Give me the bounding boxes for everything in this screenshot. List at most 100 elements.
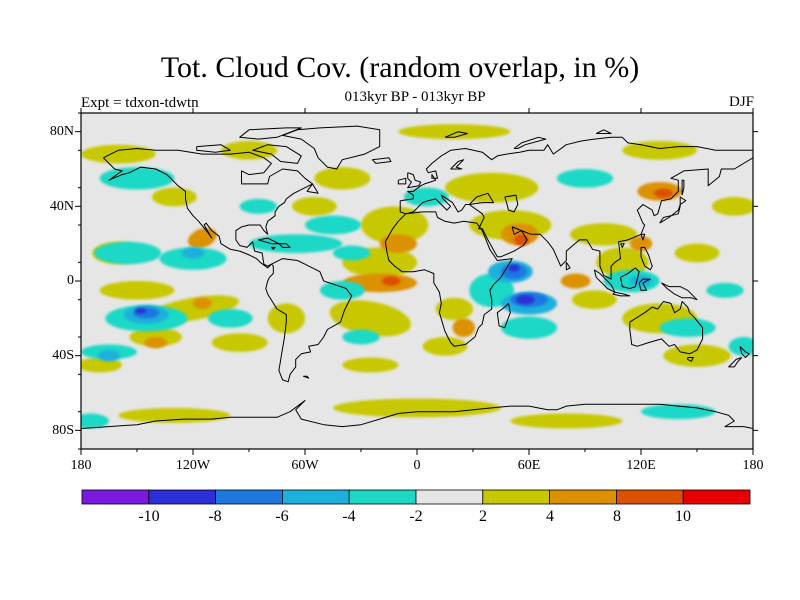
coastline xyxy=(81,400,753,429)
coastline xyxy=(306,183,319,194)
anomaly-contour xyxy=(99,167,175,190)
anomaly-contour xyxy=(435,297,474,321)
coastline xyxy=(504,194,519,213)
x-tick-label: 180 xyxy=(70,458,92,473)
coastline xyxy=(258,237,280,245)
coastline xyxy=(687,357,694,362)
colorbar-label: 10 xyxy=(675,508,691,525)
colorbar-swatch xyxy=(281,489,350,505)
anomaly-contour xyxy=(674,243,720,263)
anomaly-contour xyxy=(510,413,623,429)
y-tick-label: 40S xyxy=(52,348,74,363)
anomaly-contour xyxy=(379,234,418,254)
coastline xyxy=(728,357,743,368)
y-tick-label: 0 xyxy=(67,273,74,288)
coastline xyxy=(450,159,465,170)
anomaly-contour xyxy=(629,236,653,252)
anomaly-contour xyxy=(361,206,429,244)
x-tick-label: 60E xyxy=(517,458,541,473)
coastline xyxy=(620,267,640,289)
anomaly-contour xyxy=(94,241,162,265)
anomaly-contour xyxy=(135,308,147,314)
anomaly-contour xyxy=(622,141,698,160)
colorbar-swatch xyxy=(482,489,550,505)
anomaly-contour xyxy=(501,223,539,246)
anomaly-contour xyxy=(508,264,520,272)
coastline xyxy=(638,278,651,291)
anomaly-contour xyxy=(248,234,343,254)
coastline xyxy=(282,125,381,170)
coastline xyxy=(265,258,353,383)
anomaly-contour xyxy=(81,357,123,373)
anomaly-contour xyxy=(144,337,167,349)
anomaly-contour xyxy=(570,223,638,246)
colorbar-label: -6 xyxy=(275,508,289,525)
axis-ticks xyxy=(75,108,758,455)
anomaly-contour xyxy=(319,281,365,300)
anomaly-contour xyxy=(452,318,475,337)
anomaly-contour xyxy=(291,197,337,216)
colorbar-swatch xyxy=(348,489,417,505)
anomaly-contour xyxy=(342,329,380,345)
colorbar-swatch xyxy=(81,489,150,505)
anomaly-contour xyxy=(403,187,449,207)
anomaly-contour xyxy=(81,144,156,164)
anomaly-contour xyxy=(596,247,649,278)
anomaly-contour xyxy=(333,398,501,418)
colorbar-swatch xyxy=(682,489,751,505)
anomaly-field xyxy=(81,124,753,429)
colorbar-label: -4 xyxy=(342,508,356,525)
anomaly-contour xyxy=(159,247,227,270)
coastline xyxy=(620,243,625,248)
anomaly-contour xyxy=(333,245,371,261)
colorbar-label: 2 xyxy=(479,508,487,525)
coastlines xyxy=(81,125,753,429)
coastline xyxy=(384,211,513,347)
coastline xyxy=(468,192,494,205)
coastline xyxy=(595,129,612,134)
anomaly-contour xyxy=(501,316,557,339)
anomaly-contour xyxy=(187,227,217,249)
coastline xyxy=(629,301,704,355)
anomaly-contour xyxy=(515,295,535,305)
coastline xyxy=(371,157,392,164)
colorbar xyxy=(81,489,751,505)
colorbar-swatch xyxy=(616,489,684,505)
anomaly-contour xyxy=(659,318,716,337)
y-tick-label: 80S xyxy=(52,423,74,438)
anomaly-contour xyxy=(81,413,109,429)
figure-subtitle: 013kyr BP - 013kyr BP xyxy=(344,89,486,105)
anomaly-contour xyxy=(207,309,253,328)
coastline xyxy=(640,246,653,271)
figure-title: Tot. Cloud Cov. (random overlap, in %) xyxy=(160,51,640,84)
anomaly-contour xyxy=(211,333,268,352)
coastline xyxy=(397,177,407,185)
coastline xyxy=(661,282,698,301)
colorbar-label: -10 xyxy=(138,508,160,525)
anomaly-contour xyxy=(422,337,468,356)
anomaly-contour xyxy=(706,282,744,298)
y-tick-label: 40N xyxy=(49,199,74,214)
coastline xyxy=(278,243,291,248)
y-tick-label: 80N xyxy=(49,124,74,139)
anomaly-contour xyxy=(342,357,399,373)
coastline xyxy=(640,233,646,241)
anomaly-contour xyxy=(97,350,121,362)
anomaly-contour xyxy=(129,327,182,347)
coastline xyxy=(407,172,422,189)
anomaly-contour xyxy=(557,169,613,188)
x-tick-label: 120W xyxy=(175,458,211,473)
anomaly-contour xyxy=(314,167,371,190)
coastline xyxy=(302,375,310,379)
anomaly-contour xyxy=(654,188,673,198)
x-tick-label: 180 xyxy=(742,458,764,473)
anomaly-contour xyxy=(239,198,277,214)
anomaly-contour xyxy=(560,273,591,289)
coastline xyxy=(252,144,302,164)
anomaly-contour xyxy=(118,407,231,423)
coastline xyxy=(739,345,750,358)
colorbar-swatch xyxy=(549,489,617,505)
anomaly-contour xyxy=(381,276,401,286)
colorbar-label: 4 xyxy=(546,508,554,525)
